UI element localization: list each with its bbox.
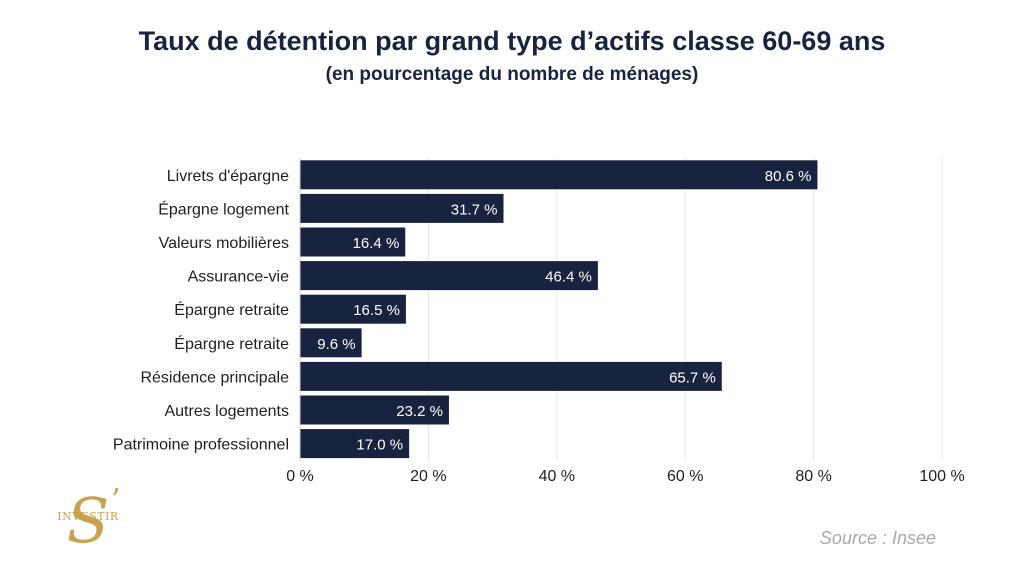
value-label: 17.0 % — [356, 437, 403, 454]
value-label: 65.7 % — [669, 369, 716, 386]
category-label: Livrets d'épargne — [167, 168, 289, 185]
bar — [300, 328, 362, 358]
value-label: 16.4 % — [353, 235, 400, 252]
chart-title: Taux de détention par grand type d’actif… — [138, 26, 886, 56]
value-label: 31.7 % — [451, 201, 498, 218]
value-label: 16.5 % — [353, 302, 400, 319]
bar — [300, 294, 406, 324]
category-label: Valeurs mobilières — [159, 235, 289, 252]
x-tick-label: 0 % — [286, 468, 314, 485]
category-label: Résidence principale — [140, 369, 289, 386]
bar — [300, 361, 722, 391]
bar — [300, 227, 406, 257]
bar — [300, 261, 598, 291]
category-label: Épargne logement — [158, 199, 289, 218]
value-label: 46.4 % — [545, 269, 592, 286]
logo-text: INVESTIR — [57, 510, 119, 523]
sinvestir-logo: S ’ INVESTIR — [57, 484, 121, 554]
bar — [300, 193, 504, 223]
category-label: Épargne retraite — [174, 300, 289, 319]
value-label: 80.6 % — [765, 168, 812, 185]
bar — [300, 395, 449, 425]
category-label: Assurance-vie — [188, 269, 289, 286]
value-label: 9.6 % — [317, 336, 355, 353]
source-label: Source : Insee — [819, 528, 936, 548]
category-label: Autres logements — [164, 403, 289, 420]
category-label: Épargne retraite — [174, 334, 289, 353]
x-tick-label: 40 % — [539, 468, 575, 485]
value-label: 23.2 % — [396, 403, 443, 420]
x-tick-label: 100 % — [919, 468, 964, 485]
bar — [300, 160, 818, 190]
x-tick-label: 80 % — [795, 468, 831, 485]
bar — [300, 429, 410, 459]
chart-subtitle: (en pourcentage du nombre de ménages) — [325, 64, 699, 85]
x-tick-label: 60 % — [667, 468, 703, 485]
x-tick-label: 20 % — [410, 468, 446, 485]
category-label: Patrimoine professionnel — [113, 437, 289, 454]
logo-letter: S — [67, 484, 109, 554]
logo-apostrophe: ’ — [111, 484, 121, 518]
